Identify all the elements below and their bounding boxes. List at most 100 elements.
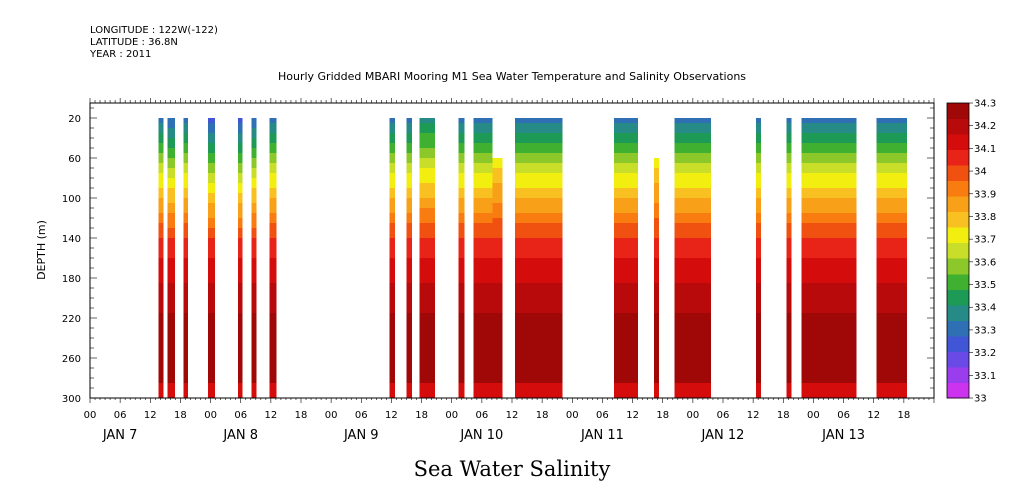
data-segment-band (614, 313, 639, 319)
data-segment-band (876, 313, 907, 319)
data-segment-band (674, 178, 711, 184)
data-segment-band (208, 208, 216, 214)
data-segment-band (458, 323, 465, 329)
data-segment-band (876, 148, 907, 154)
data-segment-band (183, 273, 188, 279)
data-segment-band (515, 208, 563, 214)
data-segment-band (458, 133, 465, 139)
data-segment-band (786, 133, 792, 139)
data-segment-band (801, 358, 857, 364)
data-segment-band (786, 368, 792, 374)
data-segment-band (515, 258, 563, 264)
data-segment-band (786, 338, 792, 344)
x-tick-label: 12 (144, 410, 157, 421)
data-segment-band (269, 333, 277, 339)
data-segment-band (492, 338, 503, 344)
data-segment-band (419, 318, 436, 324)
data-segment-band (269, 133, 277, 139)
data-segment-band (158, 118, 164, 124)
data-segment-band (419, 378, 436, 384)
data-segment-band (458, 198, 465, 204)
data-segment-band (406, 328, 412, 334)
x-tick-label: 18 (656, 410, 669, 421)
data-segment-band (158, 223, 164, 229)
x-tick-label: 00 (204, 410, 217, 421)
data-segment-band (674, 163, 711, 169)
data-segment-band (389, 183, 395, 189)
data-segment-band (183, 373, 188, 379)
data-segment-band (158, 148, 164, 154)
data-segment-band (251, 188, 257, 194)
data-segment-band (406, 378, 412, 384)
data-segment-band (756, 253, 762, 259)
data-segment-band (208, 288, 216, 294)
data-segment-band (614, 213, 639, 219)
data-segment-band (167, 318, 175, 324)
data-segment-band (654, 273, 660, 279)
data-segment-band (458, 368, 465, 374)
data-segment-band (473, 303, 493, 309)
data-segment-band (269, 298, 277, 304)
data-segment-band (614, 283, 639, 289)
data-segment-band (801, 208, 857, 214)
data-segment-band (269, 243, 277, 249)
data-segment-band (801, 298, 857, 304)
chart-title: Hourly Gridded MBARI Mooring M1 Sea Wate… (278, 70, 746, 83)
data-segment-band (208, 318, 216, 324)
data-segment-band (515, 218, 563, 224)
data-segment-band (183, 388, 188, 394)
longitude-label: LONGITUDE : 122W(-122) (90, 25, 218, 36)
data-segment-band (756, 353, 762, 359)
data-segment-band (614, 158, 639, 164)
data-segment-band (419, 328, 436, 334)
data-segment-band (473, 378, 493, 384)
data-segment-band (269, 303, 277, 309)
data-segment-band (269, 168, 277, 174)
data-segment-band (158, 338, 164, 344)
data-segment-band (654, 263, 660, 269)
data-segment-band (674, 198, 711, 204)
data-segment-band (251, 373, 257, 379)
data-segment-band (389, 148, 395, 154)
data-segment-band (786, 158, 792, 164)
data-segment-band (458, 278, 465, 284)
data-segment-band (876, 168, 907, 174)
data-segment-band (458, 258, 465, 264)
data-segment-band (238, 363, 243, 369)
data-segment-band (208, 373, 216, 379)
data-segment-band (269, 388, 277, 394)
data-segment-band (786, 268, 792, 274)
data-segment-band (419, 193, 436, 199)
data-segment-band (458, 228, 465, 234)
data-segment-band (389, 198, 395, 204)
data-segment-band (251, 198, 257, 204)
data-segment-band (158, 313, 164, 319)
data-segment-band (251, 163, 257, 169)
data-segment-band (419, 168, 436, 174)
data-segment-band (406, 368, 412, 374)
data-segment-band (158, 193, 164, 199)
data-segment-band (756, 343, 762, 349)
data-segment-band (614, 198, 639, 204)
data-segment-band (251, 153, 257, 159)
data-segment-band (473, 128, 493, 134)
data-segment-band (473, 333, 493, 339)
data-segment-band (251, 378, 257, 384)
data-segment-band (183, 163, 188, 169)
data-segment-band (158, 353, 164, 359)
data-segment-band (515, 173, 563, 179)
data-segment-band (515, 298, 563, 304)
data-segment-band (756, 293, 762, 299)
data-segment-band (238, 158, 243, 164)
data-segment-band (654, 248, 660, 254)
data-segment-band (876, 158, 907, 164)
data-segment-band (208, 198, 216, 204)
data-segment-band (238, 198, 243, 204)
data-segment-band (158, 383, 164, 389)
data-segment-band (756, 203, 762, 209)
data-segment-band (238, 218, 243, 224)
data-segment-band (515, 143, 563, 149)
data-segment-band (492, 168, 503, 174)
data-segment-band (251, 258, 257, 264)
data-segment-band (251, 383, 257, 389)
